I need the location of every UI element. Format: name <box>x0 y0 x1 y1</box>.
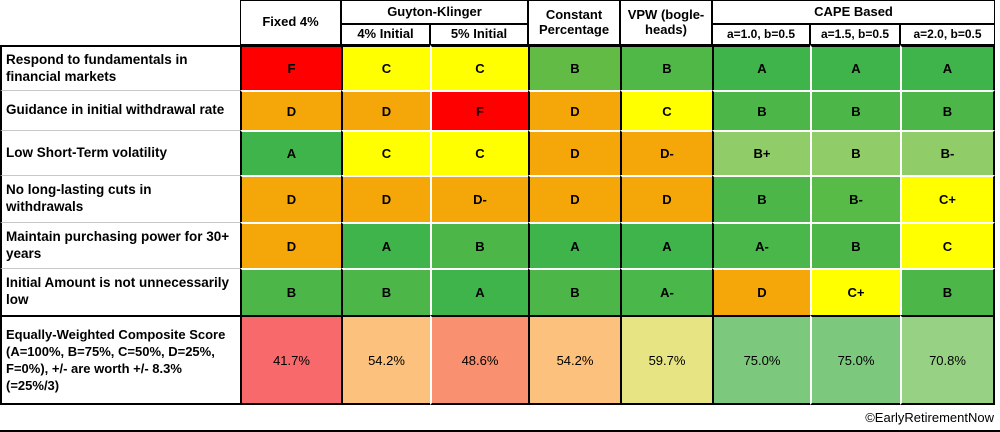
grade-cell: D <box>341 175 430 222</box>
criterion-label: Maintain purchasing power for 30+ years <box>0 222 240 268</box>
grade-cell: F <box>430 90 528 130</box>
composite-score-cell: 75.0% <box>810 315 900 405</box>
grade-cell: C <box>620 90 712 130</box>
grade-cell: C <box>430 130 528 175</box>
grade-cell: A <box>240 130 341 175</box>
grade-cell: A- <box>712 222 810 268</box>
grade-cell: A <box>528 222 620 268</box>
grade-cell: D <box>712 268 810 315</box>
grade-cell: D <box>341 90 430 130</box>
criterion-label: Low Short-Term volatility <box>0 130 240 175</box>
col-header-cape-a2.0-b0.5: a=2.0, b=0.5 <box>900 24 995 45</box>
col-header-gk-5pct-initial: 5% Initial <box>430 24 528 45</box>
grade-cell: C <box>341 45 430 90</box>
grade-cell: A <box>810 45 900 90</box>
grade-cell: D <box>620 175 712 222</box>
grade-cell: A <box>712 45 810 90</box>
criterion-label: Respond to fundamentals in financial mar… <box>0 45 240 90</box>
grade-cell: B <box>900 268 995 315</box>
composite-score-cell: 48.6% <box>430 315 528 405</box>
grade-cell: D <box>528 130 620 175</box>
col-group-cape-based: CAPE Based <box>712 0 995 24</box>
grade-cell: D <box>528 90 620 130</box>
grade-cell: B <box>430 222 528 268</box>
grade-cell: B <box>712 90 810 130</box>
composite-score-cell: 54.2% <box>341 315 430 405</box>
grade-cell: A <box>620 222 712 268</box>
grade-cell: A <box>900 45 995 90</box>
col-header-constant-percentage: Constant Percentage <box>528 0 620 45</box>
grade-cell: B <box>240 268 341 315</box>
grade-cell: F <box>240 45 341 90</box>
grade-cell: D <box>528 175 620 222</box>
composite-score-label: Equally-Weighted Composite Score (A=100%… <box>0 315 240 405</box>
grade-cell: B+ <box>712 130 810 175</box>
grade-cell: D <box>240 175 341 222</box>
grade-cell: B <box>341 268 430 315</box>
grade-cell: A <box>341 222 430 268</box>
grade-cell: C <box>900 222 995 268</box>
col-header-cape-a1.0-b0.5: a=1.0, b=0.5 <box>712 24 810 45</box>
grade-cell: D- <box>430 175 528 222</box>
grade-cell: B <box>528 45 620 90</box>
copyright-credit: ©EarlyRetirementNow <box>865 410 994 425</box>
composite-score-cell: 75.0% <box>712 315 810 405</box>
grade-cell: B- <box>900 130 995 175</box>
footer: ©EarlyRetirementNow <box>0 405 1000 430</box>
composite-score-cell: 54.2% <box>528 315 620 405</box>
grade-cell: B <box>712 175 810 222</box>
col-group-guyton-klinger: Guyton-Klinger <box>341 0 528 24</box>
grade-cell: B- <box>810 175 900 222</box>
grade-cell: C <box>341 130 430 175</box>
grade-cell: B <box>810 90 900 130</box>
composite-score-cell: 70.8% <box>900 315 995 405</box>
col-header-fixed-4pct: Fixed 4% <box>240 0 341 45</box>
criterion-label: No long-lasting cuts in withdrawals <box>0 175 240 222</box>
grade-cell: B <box>810 130 900 175</box>
grade-cell: C+ <box>900 175 995 222</box>
criterion-label: Guidance in initial withdrawal rate <box>0 90 240 130</box>
withdrawal-strategy-grading-table: Fixed 4% Guyton-Klinger 4% Initial 5% In… <box>0 0 995 405</box>
grade-cell: B <box>810 222 900 268</box>
grade-cell: C+ <box>810 268 900 315</box>
grade-cell: C <box>430 45 528 90</box>
grade-cell: D- <box>620 130 712 175</box>
criterion-label: Initial Amount is not unnecessarily low <box>0 268 240 315</box>
grade-cell: B <box>620 45 712 90</box>
composite-score-cell: 59.7% <box>620 315 712 405</box>
col-header-gk-4pct-initial: 4% Initial <box>341 24 430 45</box>
col-header-vpw-bogleheads: VPW (bogle-heads) <box>620 0 712 45</box>
grade-cell: B <box>900 90 995 130</box>
corner-cell <box>0 0 240 45</box>
grade-cell: D <box>240 222 341 268</box>
grade-cell: B <box>528 268 620 315</box>
col-header-cape-a1.5-b0.5: a=1.5, b=0.5 <box>810 24 900 45</box>
grade-cell: A <box>430 268 528 315</box>
grade-cell: A- <box>620 268 712 315</box>
composite-score-cell: 41.7% <box>240 315 341 405</box>
grade-cell: D <box>240 90 341 130</box>
